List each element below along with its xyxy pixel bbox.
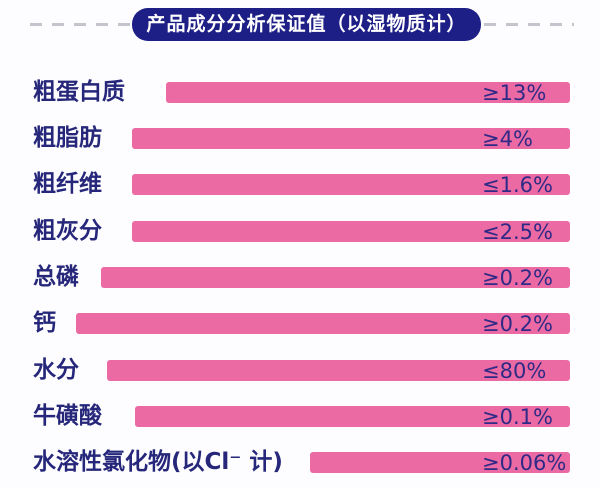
value-bar	[166, 82, 570, 103]
nutrient-label: 总磷	[33, 264, 79, 290]
nutrient-value: ≥13%	[482, 81, 547, 105]
nutrient-label: 粗蛋白质	[33, 79, 125, 105]
dashed-divider-left	[30, 23, 132, 26]
value-bar	[132, 221, 570, 242]
list-item: 牛磺酸 ≥0.1%	[0, 403, 600, 429]
list-item: 总磷 ≥0.2%	[0, 264, 600, 290]
list-item: 水溶性氯化物(以Cl⁻ 计) ≥0.06%	[0, 449, 600, 475]
list-item: 粗纤维 ≤1.6%	[0, 171, 600, 197]
nutrient-value: ≥0.06%	[482, 451, 567, 475]
value-bar	[132, 128, 570, 149]
value-bar	[101, 267, 570, 288]
value-bar	[132, 174, 570, 195]
header: 产品成分分析保证值（以湿物质计）	[0, 0, 600, 50]
nutrient-label: 粗脂肪	[33, 125, 102, 151]
nutrient-value: ≤2.5%	[482, 220, 553, 244]
value-bar	[76, 313, 570, 334]
list-item: 粗蛋白质 ≥13%	[0, 79, 600, 105]
list-item: 钙 ≥0.2%	[0, 310, 600, 336]
nutrient-label: 钙	[33, 310, 56, 336]
nutrient-value: ≥0.1%	[482, 405, 553, 429]
list-item: 粗灰分 ≤2.5%	[0, 218, 600, 244]
value-bar	[310, 452, 570, 473]
nutrient-value: ≥4%	[482, 127, 533, 151]
nutrient-label: 牛磺酸	[33, 403, 102, 429]
nutrient-value: ≤80%	[482, 359, 547, 383]
page-title: 产品成分分析保证值（以湿物质计）	[132, 8, 481, 41]
nutrient-label: 水溶性氯化物(以Cl⁻ 计)	[33, 449, 283, 475]
nutrient-label: 粗纤维	[33, 171, 102, 197]
dashed-divider-right	[484, 23, 574, 26]
nutrient-label: 粗灰分	[33, 218, 102, 244]
nutrient-value: ≥0.2%	[482, 266, 553, 290]
list-item: 粗脂肪 ≥4%	[0, 125, 600, 151]
nutrient-value: ≤1.6%	[482, 173, 553, 197]
value-bar	[107, 360, 570, 381]
list-item: 水分 ≤80%	[0, 357, 600, 383]
nutrient-label: 水分	[33, 357, 79, 383]
nutrient-value: ≥0.2%	[482, 312, 553, 336]
value-bar	[135, 406, 570, 427]
